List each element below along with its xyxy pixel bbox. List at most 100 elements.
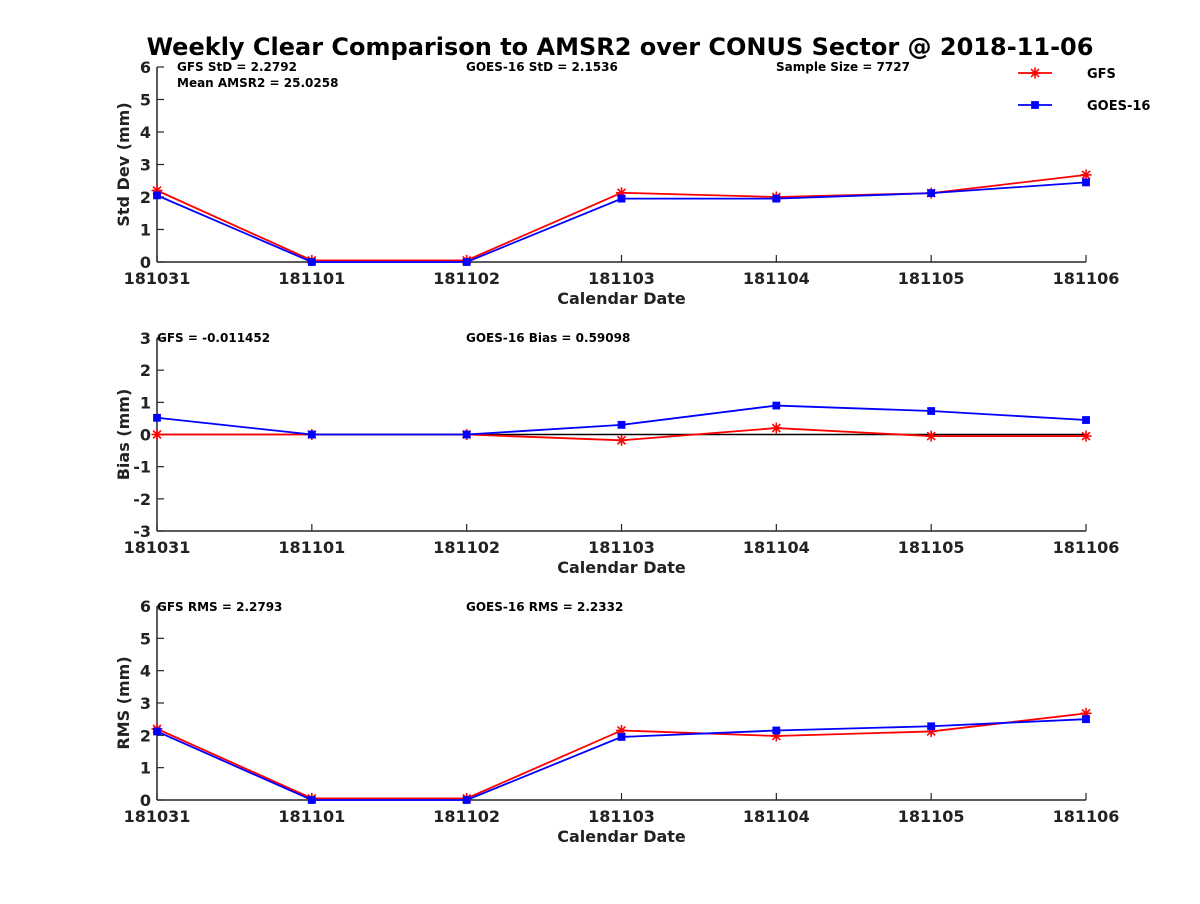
rms-x-tick-label: 181031 <box>124 807 191 826</box>
rms-y-tick-label: 3 <box>140 694 151 713</box>
rms-y-tick-label: 4 <box>140 662 151 681</box>
rms-series-goes-16 <box>153 715 1090 804</box>
stddev-data-point <box>307 258 316 266</box>
bias-x-tick-label: 181105 <box>898 538 965 557</box>
stddev-data-point <box>153 191 161 200</box>
stddev-annotation: Sample Size = 7727 <box>776 60 910 74</box>
bias-data-point <box>925 430 937 442</box>
rms-data-point <box>772 726 781 735</box>
chart-title: Weekly Clear Comparison to AMSR2 over CO… <box>147 33 1094 61</box>
bias-data-point <box>307 430 316 439</box>
stddev-x-tick-label: 181105 <box>898 269 965 288</box>
stddev-y-tick-label: 1 <box>140 221 151 240</box>
legend-entry-gfs: GFS <box>1018 67 1116 82</box>
bias-x-tick-label: 181101 <box>278 538 345 557</box>
bias-data-point <box>617 420 626 429</box>
bias-x-tick-label: 181102 <box>433 538 500 557</box>
rms-y-tick-label: 0 <box>140 791 151 810</box>
stddev-y-tick-label: 2 <box>140 188 151 207</box>
stddev-x-tick-label: 181106 <box>1053 269 1120 288</box>
bias-data-point <box>462 430 471 439</box>
stddev-x-tick-label: 181102 <box>433 269 500 288</box>
rms-y-axis-label: RMS (mm) <box>114 656 133 749</box>
stddev-y-tick-label: 6 <box>140 58 151 77</box>
bias-series-goes-16 <box>153 401 1090 439</box>
bias-x-tick-label: 181106 <box>1053 538 1120 557</box>
stddev-data-point <box>1082 178 1090 187</box>
rms-annotation: GFS RMS = 2.2793 <box>157 600 282 614</box>
rms-x-tick-label: 181104 <box>743 807 810 826</box>
rms-y-tick-label: 1 <box>140 759 151 778</box>
rms-y-tick-label: 2 <box>140 726 151 745</box>
stddev-x-tick-label: 181103 <box>588 269 655 288</box>
bias-data-point <box>151 429 163 440</box>
rms-data-point <box>307 796 316 804</box>
bias-data-point-stroke-3 <box>152 429 162 440</box>
bias-data-point-stroke-3 <box>1081 431 1091 441</box>
stddev-annotation: GOES-16 StD = 2.1536 <box>466 60 618 74</box>
stddev-data-point <box>462 258 471 266</box>
rms-y-tick-label: 5 <box>140 629 151 648</box>
legend-label: GFS <box>1087 67 1116 82</box>
bias-annotation: GOES-16 Bias = 0.59098 <box>466 331 630 345</box>
rms-data-point <box>153 727 161 736</box>
rms-x-tick-label: 181102 <box>433 807 500 826</box>
bias-x-tick-label: 181103 <box>588 538 655 557</box>
stddev-data-point <box>617 194 626 203</box>
stddev-y-axis-label: Std Dev (mm) <box>114 102 133 226</box>
stddev-data-point <box>927 189 936 198</box>
stddev-y-tick-label: 5 <box>140 91 151 110</box>
rms-data-point <box>617 733 626 741</box>
stddev-x-tick-label: 181104 <box>743 269 810 288</box>
rms-annotation: GOES-16 RMS = 2.2332 <box>466 600 623 614</box>
stddev-x-tick-label: 181031 <box>124 269 191 288</box>
bias-data-point-stroke-3 <box>616 435 627 445</box>
panel-rms: 0 1 2 3 4 5 6 181031 181101 181102 181103 181104 181… <box>114 597 1119 846</box>
bias-y-tick-label: -1 <box>133 458 151 477</box>
bias-data-point <box>770 422 782 434</box>
rms-data-point <box>462 796 471 804</box>
rms-x-tick-label: 181106 <box>1053 807 1120 826</box>
stddev-y-tick-label: 0 <box>140 253 151 272</box>
panel-stddev: 0 1 2 3 4 5 6 181031 181101 181102 181103 181104 181… <box>114 58 1119 308</box>
rms-x-tick-label: 181105 <box>898 807 965 826</box>
stddev-annotation: GFS StD = 2.2792 <box>177 60 297 74</box>
bias-data-point <box>772 401 781 410</box>
bias-annotation: GFS = -0.011452 <box>157 331 270 345</box>
rms-x-tick-label: 181103 <box>588 807 655 826</box>
panels: 0 1 2 3 4 5 6 181031 181101 181102 181103 181104 181… <box>114 58 1119 846</box>
bias-data-point <box>616 434 627 446</box>
rms-x-tick-label: 181101 <box>278 807 345 826</box>
bias-y-tick-label: -2 <box>133 490 151 509</box>
stddev-x-tick-label: 181101 <box>278 269 345 288</box>
stddev-data-point <box>772 194 781 203</box>
rms-data-point <box>927 722 936 731</box>
bias-y-tick-label: 3 <box>140 329 151 348</box>
bias-y-tick-label: -3 <box>133 522 151 541</box>
legend: GFS GOES-16 <box>1018 67 1150 114</box>
legend-marker-stroke-3 <box>1030 68 1040 78</box>
rms-x-axis-label: Calendar Date <box>557 827 686 846</box>
panel-bias: -3 -2 -1 0 1 2 3 181031 181101 181102 181103 181104… <box>114 329 1119 577</box>
stddev-y-tick-label: 3 <box>140 156 151 175</box>
bias-x-axis-label: Calendar Date <box>557 558 686 577</box>
bias-x-tick-label: 181031 <box>124 538 191 557</box>
bias-y-tick-label: 2 <box>140 361 151 380</box>
stddev-y-tick-label: 4 <box>140 123 151 142</box>
legend-marker <box>1029 67 1041 79</box>
bias-data-point-stroke-3 <box>926 431 936 441</box>
bias-data-point <box>153 413 161 422</box>
bias-data-point <box>1080 430 1092 442</box>
stddev-x-axis-label: Calendar Date <box>557 289 686 308</box>
rms-y-tick-label: 6 <box>140 597 151 616</box>
bias-y-tick-label: 0 <box>140 426 151 445</box>
legend-entry-goes-16: GOES-16 <box>1018 99 1150 114</box>
bias-y-tick-label: 1 <box>140 393 151 412</box>
rms-data-point <box>1082 715 1090 724</box>
bias-data-point <box>1082 416 1090 424</box>
bias-x-tick-label: 181104 <box>743 538 810 557</box>
bias-data-point <box>927 407 936 415</box>
